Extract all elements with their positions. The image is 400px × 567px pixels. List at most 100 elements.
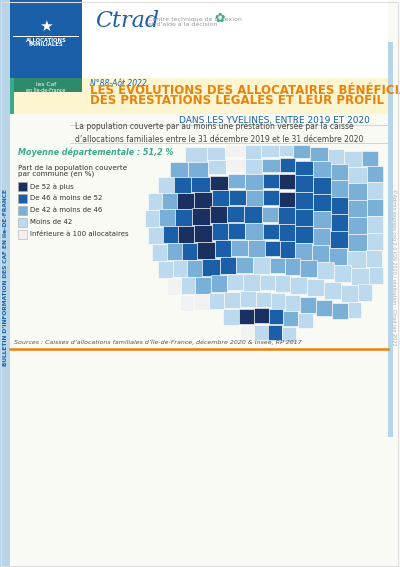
Bar [351,268,369,285]
Text: Part de la population couverte: Part de la population couverte [18,165,127,171]
Text: N°88-Aôt 2022: N°88-Aôt 2022 [90,78,147,87]
Bar [300,260,317,277]
Text: De 42 à moins de 46: De 42 à moins de 46 [30,208,102,214]
Bar [210,176,228,190]
Bar [285,295,300,311]
Bar [194,192,212,208]
Bar [148,193,162,210]
Bar [245,159,262,174]
Bar [240,291,256,307]
Text: et d’aide à la décision: et d’aide à la décision [148,23,217,28]
Bar [228,223,245,239]
Bar [181,277,195,294]
Bar [334,265,351,282]
Bar [207,147,225,160]
Bar [240,325,254,341]
Bar [329,248,347,265]
Bar [173,260,187,277]
Bar [260,275,275,290]
Text: Sources : Caisses d’allocations familiales d’Île-de-France, décembre 2020 & Inse: Sources : Caisses d’allocations familial… [14,339,302,345]
Bar [170,162,188,177]
Bar [331,180,348,197]
Bar [10,78,388,114]
Bar [280,158,295,172]
Bar [10,0,82,80]
Text: De 52 à plus: De 52 à plus [30,183,74,190]
Bar [279,192,295,207]
Bar [229,190,246,205]
Bar [177,193,194,209]
Bar [256,292,271,307]
Bar [312,245,329,262]
Bar [280,241,295,258]
Bar [163,226,178,243]
Bar [178,226,194,243]
Bar [369,267,383,284]
Bar [295,243,312,260]
Bar [158,177,174,193]
Bar [180,295,194,311]
Bar [18,218,27,227]
Bar [224,292,240,308]
Bar [209,293,224,309]
Bar [367,166,383,182]
Bar [348,302,361,318]
Bar [331,197,348,214]
Bar [265,241,280,256]
Bar [239,309,254,324]
Bar [195,277,211,294]
Bar [10,0,388,92]
Bar [211,275,227,292]
Bar [194,294,209,310]
Text: les Caf: les Caf [36,83,56,87]
Bar [367,182,383,199]
Bar [197,242,215,259]
Text: La population couverte par au moins une prestation versée par la caisse
d’alloca: La population couverte par au moins une … [75,122,363,145]
Bar [254,325,268,340]
Bar [275,275,290,292]
Bar [307,279,324,296]
Bar [328,149,344,164]
Bar [348,167,367,183]
Bar [313,194,331,211]
Bar [162,193,177,209]
Bar [310,147,328,161]
Bar [317,262,334,279]
Bar [366,250,382,267]
Bar [248,240,265,257]
Bar [18,230,27,239]
Bar [290,277,307,294]
Bar [227,274,243,290]
Text: par commune (en %): par commune (en %) [18,171,94,177]
Bar [285,258,300,275]
Bar [313,228,330,245]
Bar [245,174,263,190]
Text: LES ÉVOLUTIONS DES ALLOCATAIRES BÉNÉFICIANT: LES ÉVOLUTIONS DES ALLOCATAIRES BÉNÉFICI… [90,84,400,98]
Bar [215,240,231,257]
Bar [13,36,79,37]
Bar [0,0,10,567]
Bar [331,164,348,180]
Text: Moyenne départementale : 51,2 %: Moyenne départementale : 51,2 % [18,147,174,156]
Bar [295,175,313,192]
Text: en Île-de-France: en Île-de-France [26,87,66,92]
Bar [231,240,248,256]
Bar [212,223,228,240]
Bar [254,308,269,323]
Bar [225,145,245,157]
Bar [228,174,245,188]
Bar [344,151,362,167]
Bar [18,182,27,191]
Bar [278,207,295,224]
Bar [223,309,239,325]
Text: BULLETIN D’INFORMATION DES CAF EN Île-DE-FRANCE: BULLETIN D’INFORMATION DES CAF EN Île-DE… [2,188,8,366]
Bar [244,206,262,223]
Bar [316,300,332,316]
Text: ★: ★ [39,19,53,33]
Bar [300,297,316,313]
Bar [279,174,295,189]
Text: FAMILIALES: FAMILIALES [29,43,63,48]
Bar [262,159,280,172]
Bar [270,258,285,273]
Bar [236,257,253,273]
